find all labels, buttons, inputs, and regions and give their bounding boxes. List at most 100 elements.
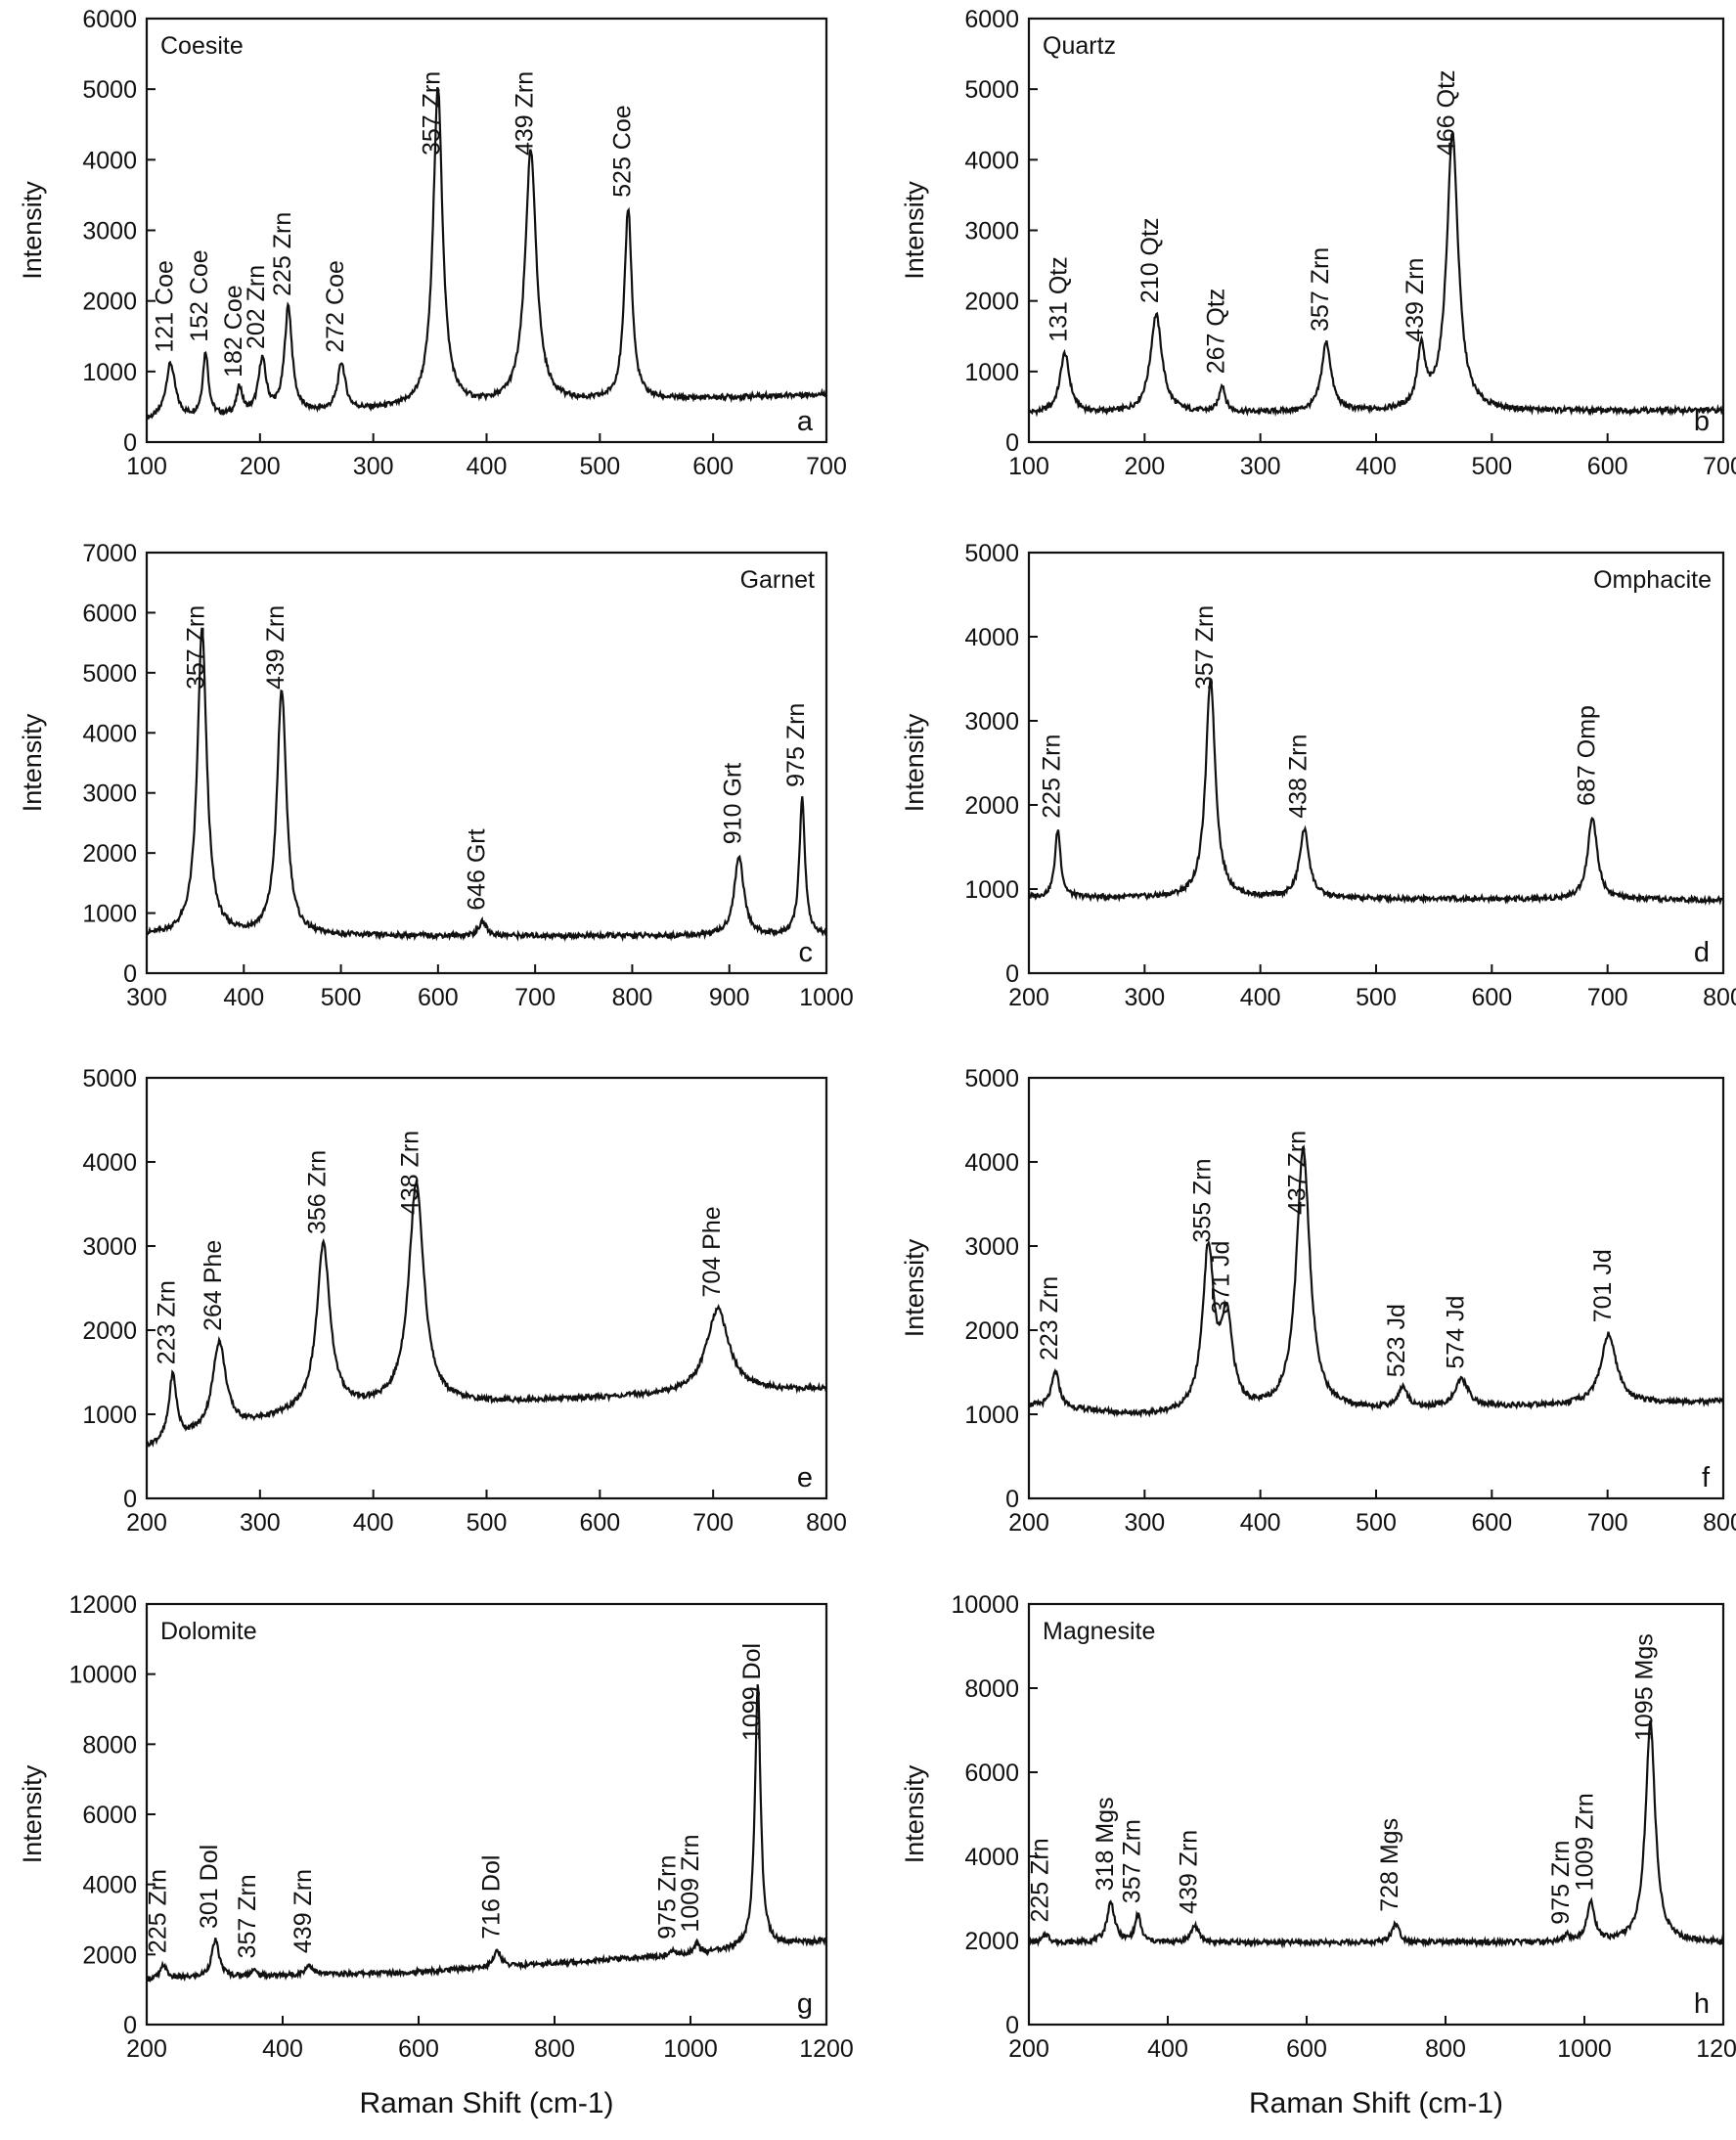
- peak-label: 525 Coe: [608, 105, 636, 198]
- plot-frame: [145, 17, 828, 444]
- peak-label: 1095 Mgs: [1630, 1633, 1658, 1741]
- chart-panel-f: 0 1000 2000 3000 4000 5000 200 300 400 500 600 700 8…: [900, 1065, 1736, 1537]
- x-axis-title: Raman Shift (cm-1): [359, 2087, 613, 2119]
- spectrum-line: [146, 1684, 827, 1984]
- peak-label: 975 Zrn: [654, 1855, 682, 1939]
- plot-frame: [1027, 551, 1725, 975]
- peak-label: 357 Zrn: [1191, 605, 1219, 690]
- y-tick-label: 2000: [964, 792, 1019, 820]
- peak-label: 523 Jd: [1383, 1304, 1410, 1377]
- y-tick-label: 0: [1005, 1486, 1019, 1513]
- y-axis-title: Intensity: [900, 1764, 929, 1863]
- mineral-label: Dolomite: [160, 1618, 257, 1645]
- panel-letter: g: [797, 1988, 813, 2020]
- y-tick-label: 3000: [82, 1233, 137, 1261]
- peak-label: 357 Zrn: [1118, 1819, 1145, 1903]
- y-tick-label: 12000: [68, 1591, 137, 1619]
- x-tick-label: 1200: [799, 2035, 854, 2063]
- x-tick-label: 400: [1240, 1509, 1281, 1537]
- x-tick-label: 500: [1356, 984, 1397, 1011]
- peak-label: 439 Zrn: [289, 1869, 317, 1953]
- y-tick-label: 1000: [82, 901, 137, 928]
- peak-label: 318 Mgs: [1091, 1797, 1119, 1891]
- y-axis-title: Intensity: [18, 181, 47, 280]
- peak-label: 357 Zrn: [183, 605, 210, 690]
- chart-panel-g: 0 2000 4000 6000 8000 10000 12000 200 400 600 800 1…: [18, 1591, 854, 2119]
- mineral-label: Magnesite: [1043, 1618, 1155, 1645]
- x-tick-label: 800: [806, 1509, 847, 1537]
- x-tick-label: 800: [534, 2035, 575, 2063]
- x-tick-label: 200: [1124, 453, 1165, 480]
- peak-label: 355 Zrn: [1188, 1158, 1216, 1242]
- x-tick-label: 600: [692, 453, 734, 480]
- x-tick-label: 800: [1703, 1509, 1736, 1537]
- y-axis-title: Intensity: [900, 1238, 929, 1337]
- y-tick-label: 1000: [964, 359, 1019, 386]
- x-tick-label: 1000: [1557, 2035, 1612, 2063]
- x-tick-label: 400: [223, 984, 264, 1011]
- x-tick-label: 500: [1471, 453, 1512, 480]
- x-tick-label: 400: [353, 1509, 394, 1537]
- peak-label: 701 Jd: [1589, 1249, 1617, 1322]
- peak-label: 272 Coe: [322, 260, 349, 353]
- x-tick-label: 500: [321, 984, 362, 1011]
- x-tick-label: 300: [240, 1509, 281, 1537]
- x-tick-label: 700: [692, 1509, 734, 1537]
- peak-label: 439 Zrn: [262, 605, 289, 690]
- y-tick-label: 3000: [964, 1233, 1019, 1261]
- y-tick-label: 6000: [964, 1760, 1019, 1787]
- peak-label: 716 Dol: [478, 1855, 506, 1939]
- peak-label: 225 Zrn: [1027, 1838, 1054, 1922]
- y-tick-label: 6000: [82, 600, 137, 627]
- peak-label: 438 Zrn: [1285, 735, 1313, 819]
- peak-label: 439 Zrn: [1402, 258, 1429, 342]
- y-tick-label: 5000: [964, 76, 1019, 104]
- x-tick-label: 200: [1008, 2035, 1049, 2063]
- x-tick-label: 400: [262, 2035, 303, 2063]
- peak-label: 910 Grt: [720, 763, 747, 844]
- y-tick-label: 3000: [964, 218, 1019, 245]
- x-tick-label: 800: [1703, 984, 1736, 1011]
- x-tick-label: 300: [353, 453, 394, 480]
- x-tick-label: 400: [1147, 2035, 1188, 2063]
- panel-letter: f: [1702, 1462, 1711, 1494]
- y-tick-label: 8000: [964, 1675, 1019, 1703]
- y-tick-label: 2000: [82, 1941, 137, 1969]
- peak-label: 223 Zrn: [1036, 1276, 1063, 1360]
- y-tick-label: 4000: [964, 1149, 1019, 1177]
- x-tick-label: 700: [1587, 1509, 1628, 1537]
- chart-panel-h: 0 2000 4000 6000 8000 10000 200 400 600 800 1000 12…: [900, 1591, 1736, 2119]
- x-tick-label: 800: [612, 984, 653, 1011]
- y-tick-label: 6000: [964, 6, 1019, 33]
- x-tick-label: 300: [1124, 1509, 1165, 1537]
- x-tick-label: 400: [1240, 984, 1281, 1011]
- panel-letter: e: [797, 1462, 813, 1494]
- y-tick-label: 3000: [82, 780, 137, 808]
- mineral-label: Quartz: [1043, 32, 1116, 60]
- y-tick-label: 10000: [68, 1662, 137, 1689]
- peak-label: 121 Coe: [151, 260, 178, 353]
- y-axis-title: Intensity: [900, 181, 929, 280]
- chart-panel-a: 0 1000 2000 3000 4000 5000 6000 100 200 300 400 500…: [18, 6, 847, 480]
- x-tick-label: 600: [398, 2035, 439, 2063]
- y-tick-label: 0: [1005, 429, 1019, 457]
- y-tick-label: 0: [123, 2012, 137, 2039]
- x-tick-label: 400: [1356, 453, 1397, 480]
- y-tick-label: 0: [1005, 2012, 1019, 2039]
- x-tick-label: 300: [1240, 453, 1281, 480]
- x-tick-label: 1200: [1696, 2035, 1736, 2063]
- x-tick-label: 300: [126, 984, 167, 1011]
- peak-label: 152 Coe: [186, 249, 213, 342]
- y-tick-label: 0: [123, 960, 137, 988]
- y-tick-label: 4000: [82, 147, 137, 174]
- y-tick-label: 2000: [964, 1317, 1019, 1345]
- x-tick-label: 200: [240, 453, 281, 480]
- y-tick-label: 4000: [964, 624, 1019, 651]
- y-tick-label: 1000: [82, 359, 137, 386]
- peak-label: 466 Qtz: [1433, 69, 1460, 156]
- peak-label: 225 Zrn: [1039, 735, 1066, 819]
- peak-label: 210 Qtz: [1136, 218, 1164, 304]
- peak-label: 439 Zrn: [512, 71, 539, 156]
- mineral-label: Coesite: [160, 32, 244, 60]
